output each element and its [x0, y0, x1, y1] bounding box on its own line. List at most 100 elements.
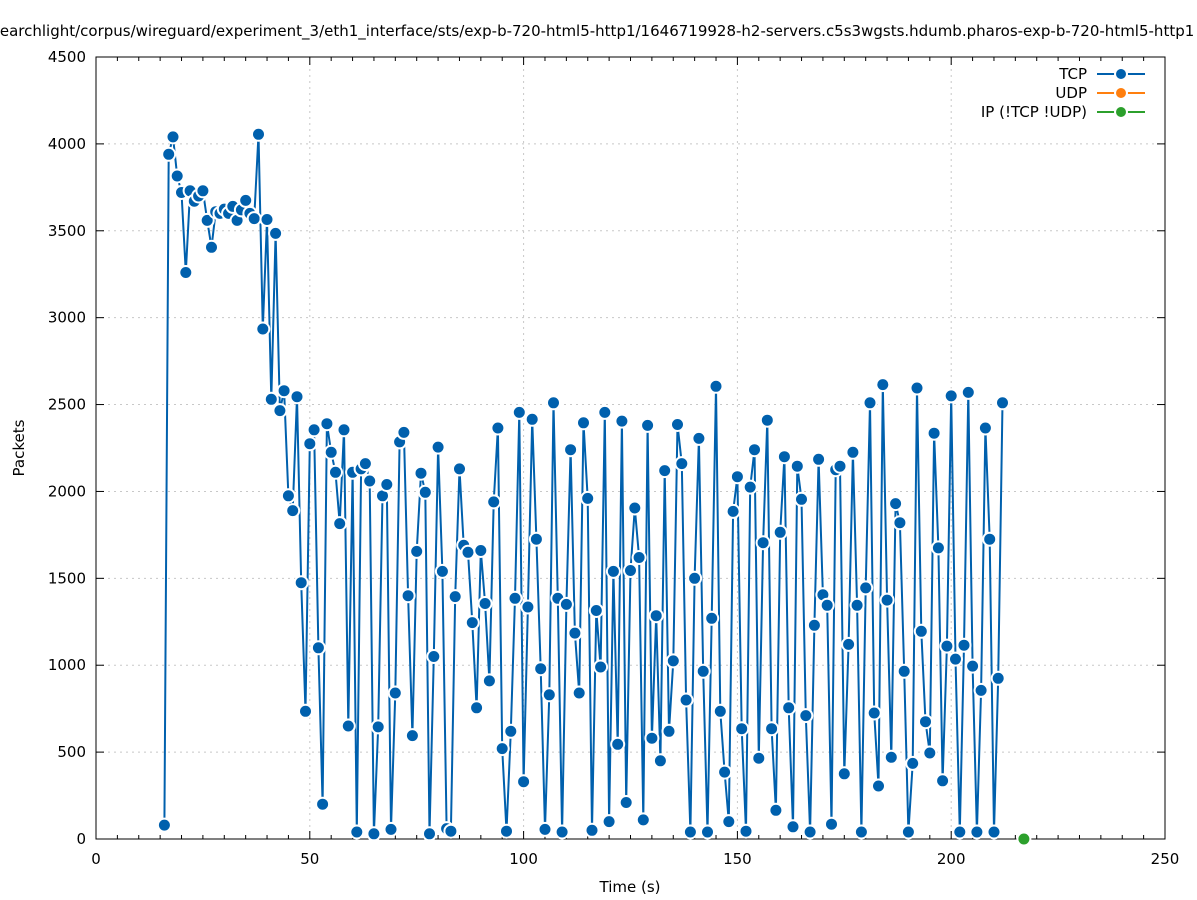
- data-point: [900, 824, 916, 840]
- data-point: [747, 442, 762, 458]
- data-point: [772, 524, 788, 540]
- data-point: [866, 705, 882, 721]
- data-point: [652, 753, 668, 769]
- data-point: [554, 824, 570, 840]
- data-point: [400, 588, 416, 604]
- data-point: [251, 126, 266, 142]
- data-point: [759, 412, 775, 428]
- data-point: [704, 610, 720, 626]
- data-point: [1016, 831, 1032, 847]
- data-point: [430, 439, 446, 455]
- data-point: [896, 663, 912, 679]
- data-point: [785, 819, 801, 835]
- data-point: [597, 404, 613, 420]
- data-point: [533, 661, 549, 677]
- data-point: [404, 728, 420, 744]
- data-point: [370, 719, 386, 735]
- data-point: [948, 651, 963, 667]
- legend-label: TCP: [1058, 65, 1087, 83]
- data-point: [776, 449, 792, 465]
- data-point: [165, 129, 181, 145]
- data-point: [794, 491, 809, 507]
- data-point: [836, 766, 852, 782]
- data-point: [845, 444, 861, 460]
- data-point: [695, 663, 711, 679]
- data-point: [665, 653, 681, 669]
- data-point: [285, 503, 301, 519]
- data-point: [396, 424, 412, 440]
- data-point: [614, 413, 630, 429]
- data-point: [280, 488, 296, 504]
- data-point: [426, 649, 442, 664]
- data-point: [977, 420, 993, 436]
- data-point: [473, 543, 489, 558]
- data-point: [481, 673, 497, 689]
- x-tick-label: 50: [300, 850, 319, 868]
- data-point: [447, 589, 463, 605]
- ticks: [95, 56, 1166, 840]
- data-point: [657, 463, 673, 479]
- data-point: [700, 824, 715, 840]
- data-point: [246, 211, 262, 227]
- data-point: [499, 823, 514, 839]
- data-point: [623, 563, 638, 578]
- data-point: [819, 597, 835, 613]
- data-point: [422, 826, 437, 842]
- data-point: [576, 415, 591, 431]
- data-point: [922, 745, 938, 761]
- data-point: [738, 823, 754, 839]
- data-point: [956, 637, 972, 653]
- data-point: [238, 192, 254, 208]
- data-point: [199, 212, 215, 228]
- data-point: [541, 687, 557, 703]
- data-point: [661, 723, 677, 739]
- series-line: [163, 133, 1004, 835]
- data-point: [409, 543, 425, 559]
- data-point: [452, 461, 467, 477]
- data-point: [272, 403, 288, 419]
- legend-label: UDP: [1055, 84, 1087, 102]
- data-point: [862, 395, 878, 411]
- data-point: [939, 638, 955, 654]
- data-point: [195, 183, 211, 199]
- data-point: [289, 389, 305, 405]
- data-point: [678, 692, 694, 708]
- data-point: [156, 817, 172, 833]
- data-point: [584, 822, 600, 838]
- data-point: [169, 168, 185, 184]
- data-point: [909, 380, 925, 396]
- data-point: [973, 682, 989, 698]
- data-point: [161, 146, 177, 162]
- data-point: [336, 422, 352, 438]
- data-point: [460, 544, 476, 560]
- data-point: [520, 599, 536, 615]
- data-point: [537, 821, 553, 837]
- data-point: [558, 596, 574, 612]
- chart-title: /searchlight/corpus/wireguard/experiment…: [0, 22, 1194, 41]
- data-point: [742, 479, 758, 495]
- data-point: [494, 741, 510, 757]
- data-point: [524, 411, 540, 427]
- data-point: [464, 615, 480, 631]
- data-point: [417, 484, 433, 500]
- data-point: [781, 700, 797, 716]
- y-tick-label: 3500: [48, 222, 86, 240]
- data-point: [892, 515, 908, 531]
- x-tick-label: 200: [937, 850, 966, 868]
- data-point: [751, 750, 767, 766]
- data-point: [178, 265, 194, 280]
- data-point: [618, 795, 634, 810]
- y-tick-label: 4000: [48, 135, 86, 153]
- data-point: [858, 580, 874, 596]
- data-point: [528, 531, 544, 547]
- data-point: [986, 824, 1002, 840]
- data-point: [255, 321, 271, 337]
- data-point: [725, 503, 741, 519]
- data-point: [644, 730, 660, 746]
- data-point: [593, 659, 609, 675]
- data-point: [841, 636, 857, 652]
- data-point: [969, 824, 985, 840]
- legend-label: IP (!TCP !UDP): [981, 103, 1087, 121]
- data-point: [913, 623, 929, 639]
